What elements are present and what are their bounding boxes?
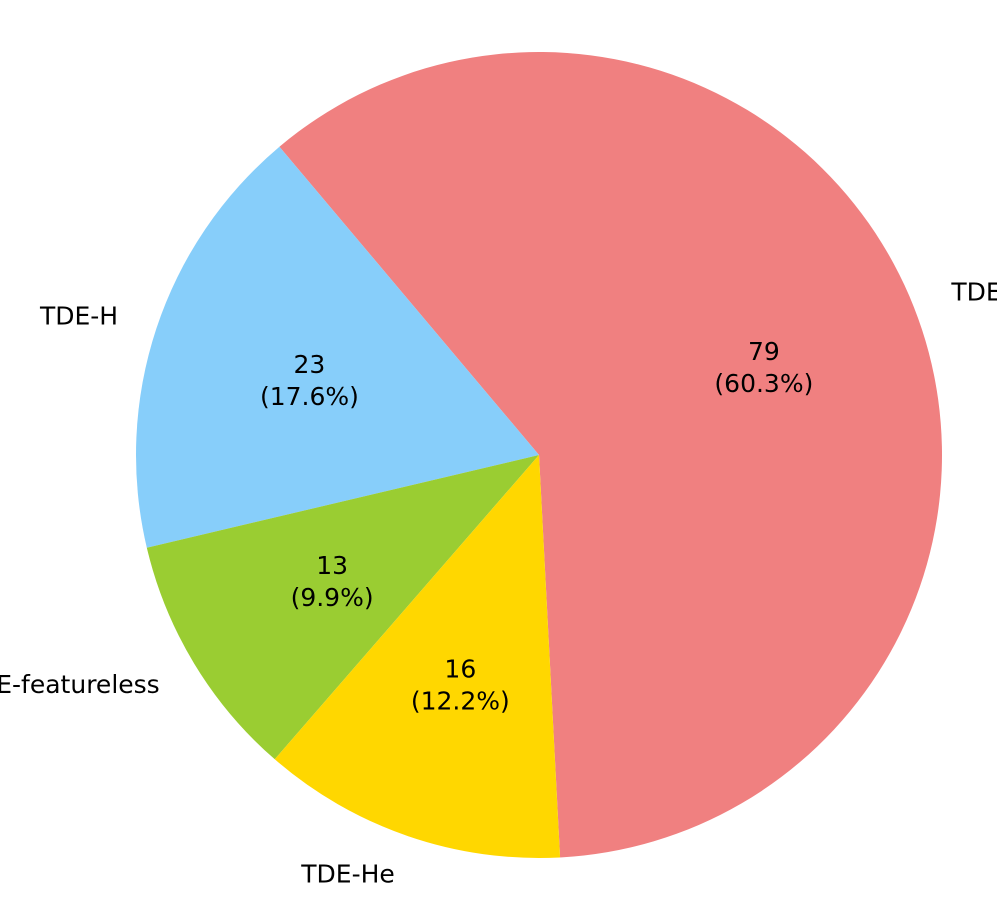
- pie-value-label: 23 (17.6%): [260, 350, 359, 411]
- pie-slice-tde-h: [135, 146, 540, 548]
- pie-category-label: TDE-H: [39, 301, 118, 330]
- pie-value-count: 13: [316, 551, 348, 580]
- pie-value-percent: (9.9%): [291, 583, 374, 612]
- pie-value-percent: (60.3%): [714, 369, 813, 398]
- pie-value-percent: (12.2%): [411, 687, 510, 716]
- pie-value-label: 13 (9.9%): [291, 551, 374, 612]
- pie-value-count: 79: [748, 337, 780, 366]
- pie-category-label: TDE-He: [300, 860, 395, 889]
- pie-category-label: TDE-featureless: [0, 670, 160, 699]
- pie-value-percent: (17.6%): [260, 382, 359, 411]
- pie-value-label: 79 (60.3%): [714, 337, 813, 398]
- pie-value-label: 16 (12.2%): [411, 655, 510, 716]
- pie-value-count: 23: [294, 350, 326, 379]
- pie-category-label: TDE-H+He: [950, 278, 997, 307]
- pie-value-count: 16: [444, 655, 476, 684]
- pie-slice-tde-featureless: [146, 455, 539, 760]
- pie-slice-tde-h-he: [279, 51, 943, 858]
- pie-slice-tde-he: [274, 455, 561, 858]
